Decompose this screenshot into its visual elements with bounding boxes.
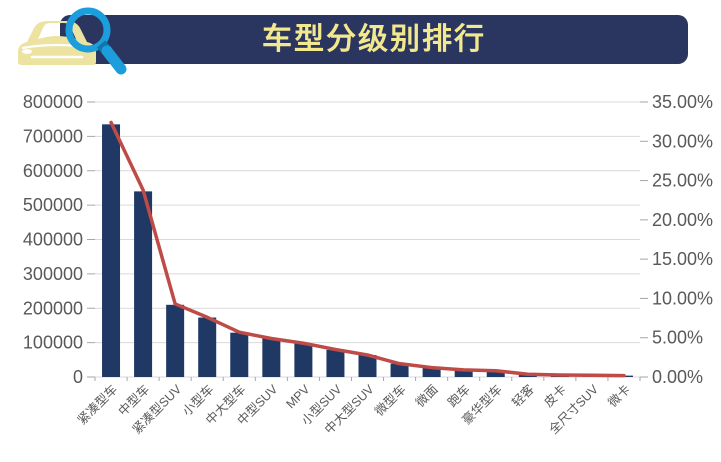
header-banner: 车型分级别排行 [60, 15, 688, 64]
bar [454, 370, 473, 377]
y-right-tick-label: 35.00% [652, 92, 713, 112]
y-right-tick-label: 0.00% [652, 367, 703, 387]
bar [102, 124, 121, 377]
y-right-tick-label: 25.00% [652, 171, 713, 191]
bar [262, 338, 281, 377]
category-label: 紧凑型车 [74, 382, 120, 428]
gridlines [95, 101, 640, 378]
magnifier-icon [65, 7, 127, 75]
page-title: 车型分级别排行 [262, 22, 486, 56]
magnifier-handle [101, 45, 127, 75]
category-label: 皮卡 [541, 382, 569, 410]
y-axis-left-labels: 0 100000 200000 300000 400000 500000 600000 700… [23, 92, 83, 387]
car-icon [18, 21, 96, 65]
bar [422, 367, 441, 377]
y-right-tick-label: 10.00% [652, 288, 713, 308]
y-left-tick-label: 400000 [23, 230, 83, 250]
bar [326, 349, 345, 377]
bar-series [102, 124, 633, 377]
y-left-tick-label: 100000 [23, 333, 83, 353]
category-label: 微面 [413, 382, 441, 410]
y-left-tick-label: 600000 [23, 161, 83, 181]
magnifier-lens [65, 7, 111, 53]
category-label: 微卡 [606, 382, 634, 410]
car-headlight [22, 49, 32, 54]
y-right-tick-label: 20.00% [652, 210, 713, 230]
bar [134, 191, 153, 377]
y-right-tick-label: 5.00% [652, 328, 703, 348]
line-series [109, 120, 626, 378]
y-left-tick-label: 700000 [23, 126, 83, 146]
y-axis-right-labels: 0.00% 5.00% 10.00% 15.00% 20.00% 25.00% 30.00%… [652, 92, 713, 387]
y-left-tick-label: 800000 [23, 92, 83, 112]
y-left-tick-label: 500000 [23, 195, 83, 215]
category-label: 跑车 [445, 382, 473, 410]
combo-chart: 0 100000 200000 300000 400000 500000 600000 700… [23, 92, 713, 437]
y-right-tick-label: 15.00% [652, 249, 713, 269]
category-label: 微型车 [372, 382, 409, 419]
bar [486, 370, 505, 377]
category-label: 轻客 [509, 381, 538, 410]
bar [166, 304, 185, 377]
bar [294, 343, 313, 377]
axis-ticks [87, 101, 648, 381]
bar [230, 332, 249, 377]
y-left-tick-label: 200000 [23, 298, 83, 318]
category-label: MPV [283, 382, 313, 412]
car-magnifier-icon [18, 7, 127, 75]
y-right-tick-label: 30.00% [652, 131, 713, 151]
y-left-tick-label: 0 [73, 367, 83, 387]
y-left-tick-label: 300000 [23, 264, 83, 284]
share-line [109, 120, 626, 378]
bar [358, 355, 377, 377]
bar [198, 317, 217, 377]
car-body [18, 21, 96, 65]
bar [390, 363, 409, 377]
